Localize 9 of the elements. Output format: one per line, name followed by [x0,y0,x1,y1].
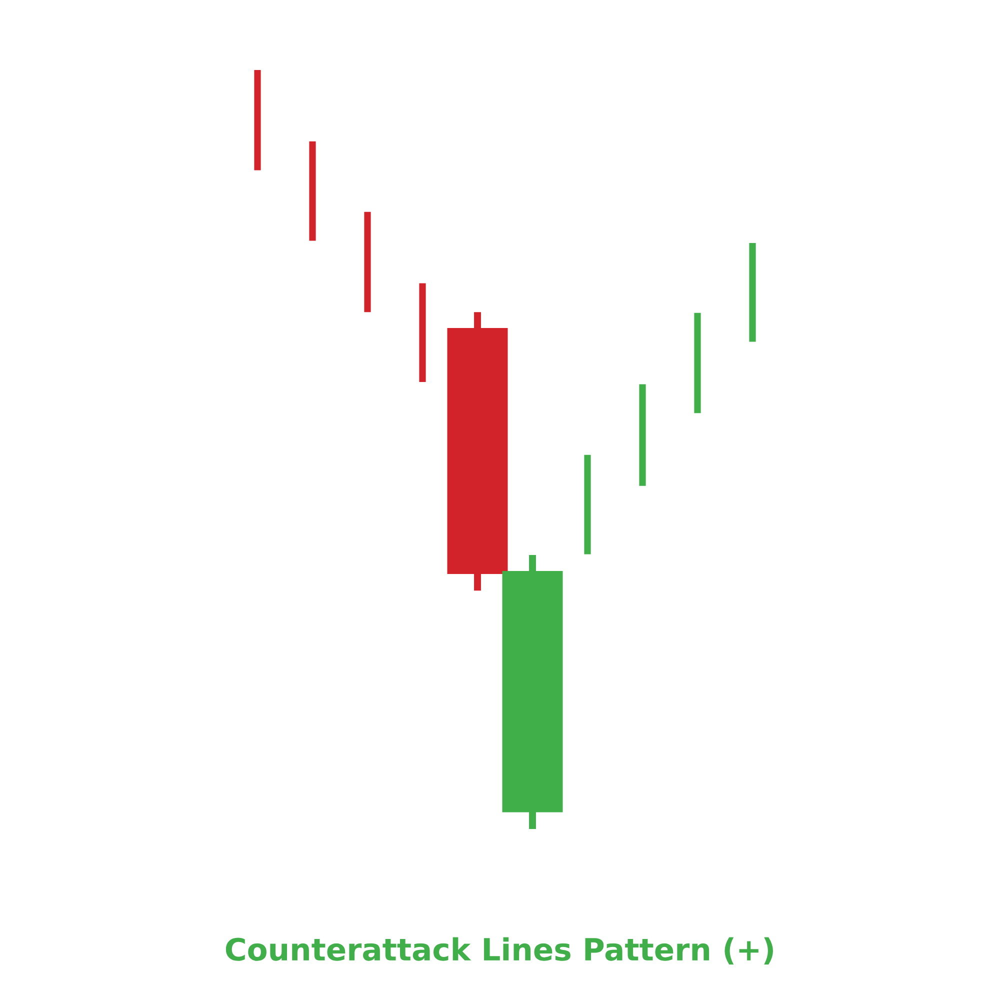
candlestick [694,312,701,414]
candlestick [639,384,646,486]
candlestick [584,454,591,554]
candlestick [364,212,371,312]
text: Counterattack Lines Pattern (+) [226,937,773,964]
candlestick [254,70,261,170]
candlestick [419,283,426,382]
candlestick [749,243,756,342]
candlestick [309,141,316,241]
